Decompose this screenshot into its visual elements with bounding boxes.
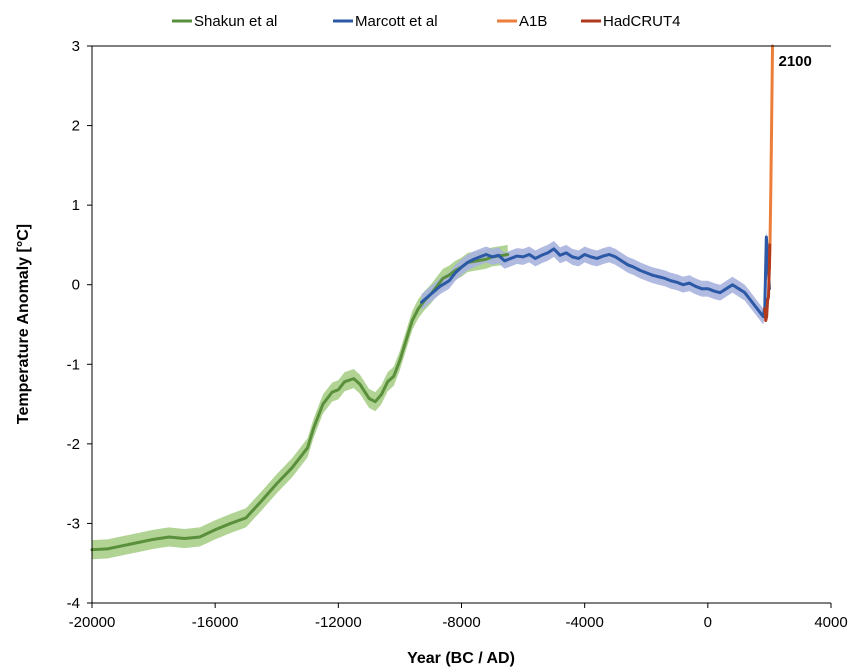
legend: Shakun et al Marcott et al A1B HadCRUT4	[172, 13, 681, 30]
x-axis-title: Year (BC / AD)	[407, 650, 515, 667]
x-tick-label: -12000	[315, 614, 362, 631]
legend-item-shakun: Shakun et al	[172, 13, 277, 30]
legend-label-a1b: A1B	[519, 13, 547, 30]
uncertainty-bands	[92, 229, 770, 560]
x-tick-label: -4000	[565, 614, 603, 631]
y-axis-ticks: -4 -3 -2 -1 0 1 2 3	[67, 38, 92, 612]
band-series-1	[421, 229, 770, 325]
line-series-0	[90, 252, 510, 552]
x-tick-label: -16000	[192, 614, 239, 631]
y-tick-label: 0	[72, 277, 80, 294]
line-series-3	[763, 243, 772, 323]
x-tick-label: -8000	[442, 614, 480, 631]
legend-item-a1b: A1B	[497, 13, 547, 30]
x-tick-label: 4000	[814, 614, 847, 631]
y-tick-label: -1	[67, 356, 80, 373]
line-series-2	[767, 44, 774, 271]
y-tick-label: 3	[72, 38, 80, 55]
y-tick-label: 1	[72, 197, 80, 214]
x-axis-ticks: -20000 -16000 -12000 -8000 -4000 0 4000	[69, 603, 848, 631]
x-tick-label: -20000	[69, 614, 116, 631]
legend-label-shakun: Shakun et al	[194, 13, 277, 30]
y-axis-title: Temperature Anomaly [°C]	[15, 224, 32, 424]
legend-item-marcott: Marcott et al	[333, 13, 438, 30]
annotation-2100: 2100	[778, 53, 811, 70]
legend-label-hadcrut4: HadCRUT4	[603, 13, 681, 30]
legend-label-marcott: Marcott et al	[355, 13, 438, 30]
y-tick-label: 2	[72, 118, 80, 135]
y-tick-label: -2	[67, 436, 80, 453]
legend-item-hadcrut4: HadCRUT4	[581, 13, 681, 30]
y-tick-label: -4	[67, 595, 80, 612]
line-series-1	[419, 235, 771, 319]
plot-area: -20000 -16000 -12000 -8000 -4000 0 4000 -4 -3 -2…	[67, 38, 848, 631]
series-lines	[90, 44, 774, 552]
y-tick-label: -3	[67, 515, 80, 532]
x-tick-label: 0	[704, 614, 712, 631]
band-series-0	[92, 244, 508, 560]
